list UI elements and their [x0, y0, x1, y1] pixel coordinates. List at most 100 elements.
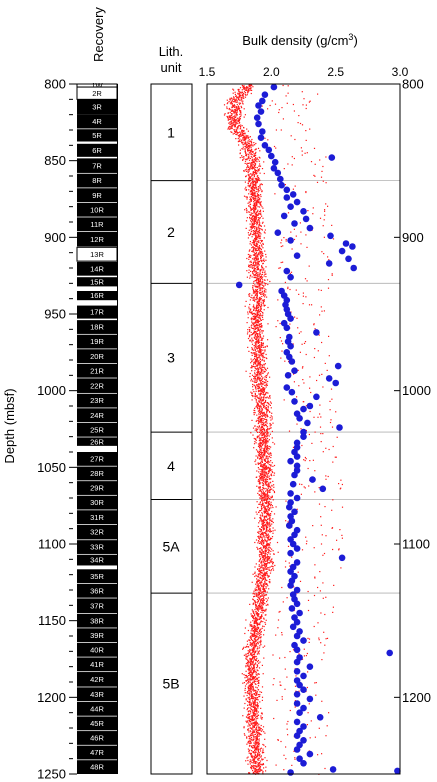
log-density-point	[268, 497, 270, 499]
log-density-point	[236, 101, 238, 103]
log-density-point	[254, 643, 256, 645]
log-density-point	[332, 611, 334, 613]
log-density-point	[269, 581, 271, 583]
log-density-point	[252, 177, 254, 179]
log-density-point	[258, 542, 261, 544]
log-density-point	[232, 123, 234, 126]
log-density-point	[265, 527, 267, 529]
log-density-point	[269, 519, 271, 521]
log-density-point	[266, 531, 268, 533]
log-density-point	[252, 657, 254, 659]
log-density-point	[254, 314, 256, 316]
log-density-point	[248, 174, 250, 176]
log-density-point	[313, 625, 315, 628]
log-density-point	[269, 508, 271, 510]
log-density-point	[247, 162, 249, 164]
log-density-point	[305, 536, 307, 538]
log-density-point	[258, 178, 260, 180]
log-density-point	[265, 619, 267, 621]
log-density-point	[267, 372, 269, 374]
log-density-point	[305, 543, 308, 545]
log-density-point	[232, 110, 234, 112]
log-density-point	[255, 199, 257, 201]
log-density-point	[240, 95, 242, 97]
log-density-point	[257, 200, 259, 202]
log-density-point	[249, 649, 251, 651]
log-density-point	[270, 559, 272, 561]
log-density-point	[260, 628, 262, 630]
log-density-point	[259, 225, 261, 227]
log-density-point	[254, 219, 256, 221]
log-density-point	[331, 426, 334, 428]
log-density-point	[254, 213, 256, 215]
log-density-point	[262, 515, 264, 517]
log-density-point	[229, 117, 232, 119]
log-density-point	[259, 280, 261, 283]
log-density-point	[253, 653, 255, 655]
log-density-point	[255, 229, 257, 231]
log-density-point	[254, 361, 256, 363]
log-density-point	[263, 594, 265, 596]
log-density-point	[255, 347, 257, 349]
core-label: 20R	[90, 352, 104, 361]
log-density-point	[308, 433, 310, 436]
log-density-point	[263, 427, 265, 429]
log-density-point	[300, 231, 302, 233]
log-density-point	[257, 235, 259, 237]
log-density-point	[259, 394, 261, 396]
log-density-point	[261, 555, 263, 557]
log-density-point	[256, 582, 258, 584]
log-density-point	[230, 102, 233, 104]
log-density-point	[255, 276, 257, 279]
log-density-point	[251, 188, 254, 190]
log-density-point	[263, 387, 265, 389]
log-density-point	[243, 116, 245, 118]
log-density-point	[283, 237, 285, 239]
log-density-point	[254, 194, 256, 196]
log-density-point	[256, 593, 258, 595]
log-density-point	[260, 437, 263, 439]
log-density-point	[253, 259, 255, 261]
log-density-point	[250, 200, 252, 202]
log-density-point	[259, 472, 261, 475]
log-density-point	[254, 233, 256, 235]
log-density-point	[260, 548, 262, 550]
log-density-point	[305, 429, 307, 432]
log-density-point	[318, 334, 320, 336]
log-density-point	[269, 482, 272, 484]
log-density-point	[260, 533, 262, 535]
log-density-point	[253, 233, 255, 235]
log-density-point	[237, 132, 239, 134]
log-density-point	[249, 180, 251, 182]
log-density-point	[256, 613, 258, 615]
log-density-point	[255, 592, 257, 594]
log-density-point	[257, 159, 259, 161]
log-density-point	[253, 200, 255, 202]
log-density-point	[256, 255, 258, 257]
log-density-point	[254, 144, 256, 146]
log-density-point	[261, 479, 263, 481]
log-density-point	[254, 206, 257, 208]
log-density-point	[264, 346, 266, 348]
log-density-point	[269, 579, 271, 581]
log-density-point	[259, 428, 261, 430]
log-density-point	[264, 519, 267, 521]
log-density-point	[255, 238, 258, 241]
log-density-point	[256, 674, 258, 676]
log-density-point	[253, 274, 255, 276]
log-density-point	[229, 111, 231, 114]
log-density-point	[254, 247, 256, 249]
log-density-point	[257, 457, 259, 459]
log-density-point	[287, 286, 289, 288]
log-density-point	[272, 441, 274, 444]
log-density-point	[247, 145, 249, 147]
log-density-point	[257, 313, 259, 315]
log-density-point	[250, 325, 252, 327]
log-density-point	[307, 599, 310, 601]
log-density-point	[265, 529, 267, 531]
log-density-point	[258, 479, 260, 481]
log-density-point	[254, 333, 256, 336]
log-density-point	[310, 391, 312, 394]
log-density-point	[265, 560, 267, 563]
log-density-point	[254, 375, 256, 377]
